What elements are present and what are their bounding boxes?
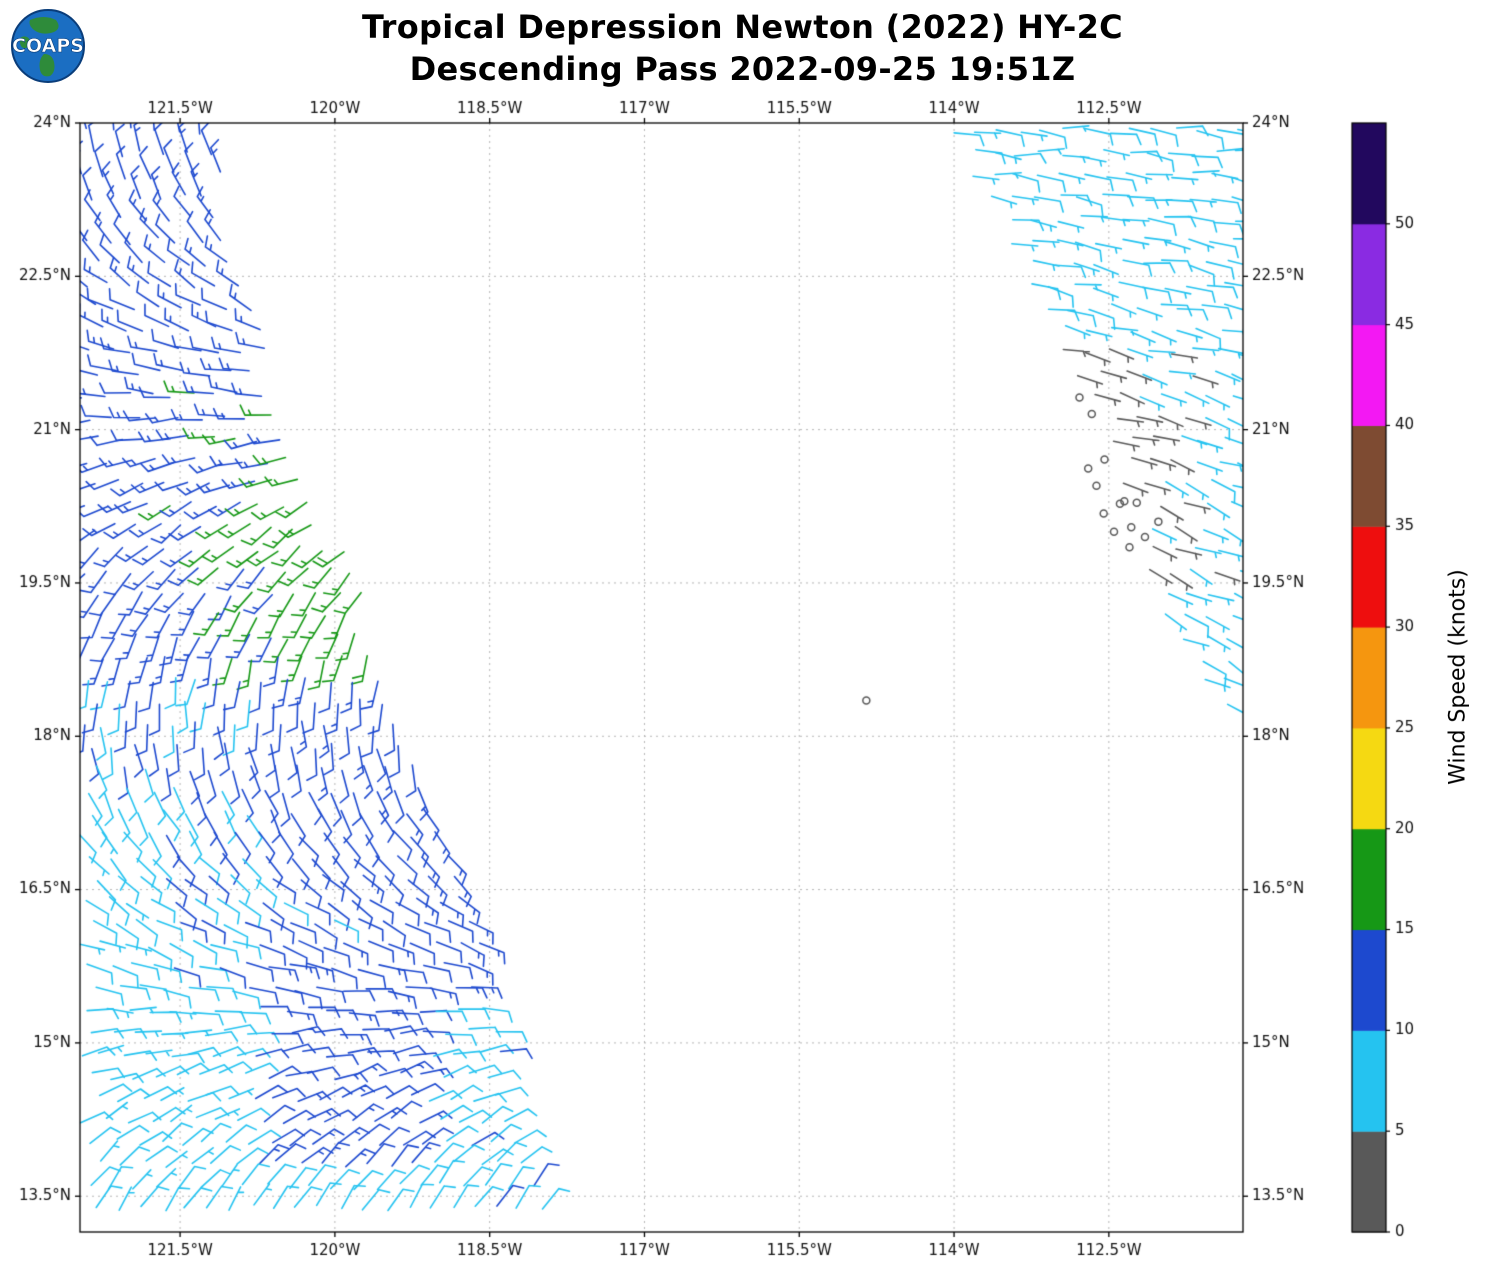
coaps-logo-text: COAPS xyxy=(12,35,84,57)
globe-land-south xyxy=(39,54,55,77)
globe-icon xyxy=(11,9,85,83)
coaps-logo: COAPS xyxy=(11,9,85,83)
globe-land-west xyxy=(19,36,31,49)
globe-land-north xyxy=(29,17,59,34)
colorbar-label: Wind Speed (knots) xyxy=(1445,569,1471,785)
